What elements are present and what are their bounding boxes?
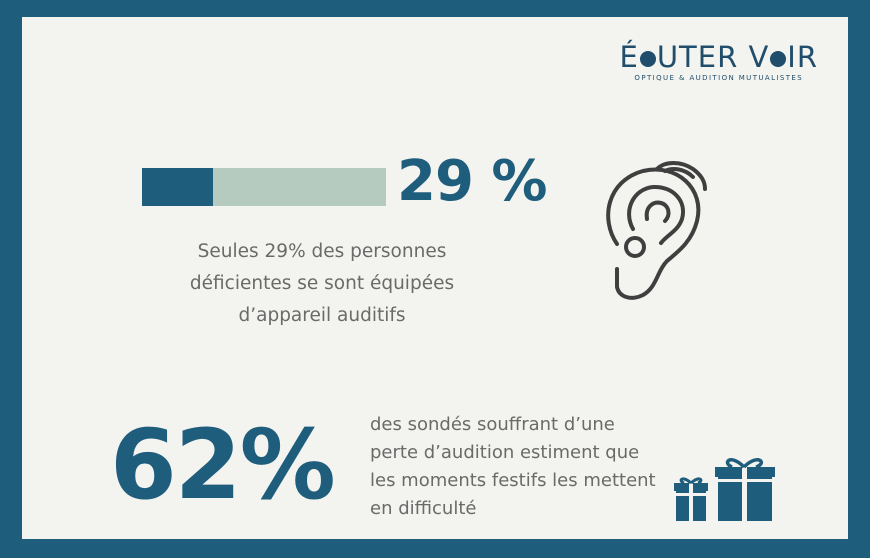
logo-dot-icon <box>639 51 656 67</box>
progress-bar-fill <box>142 168 213 206</box>
stat-62-description: des sondés souffrant d’une perte d’audit… <box>370 414 656 519</box>
hearing-aid-icon <box>606 161 707 300</box>
gifts-icon <box>674 458 775 521</box>
progress-bar <box>142 168 386 206</box>
brand-name: É UTER V IR <box>619 41 818 73</box>
stat-29-value: 29 % <box>397 149 548 214</box>
stat-62-value: 62% <box>110 409 336 521</box>
brand-logo: É UTER V IR OPTIQUE & AUDITION MUTUALISTES <box>619 41 818 82</box>
infographic-card: É UTER V IR OPTIQUE & AUDITION MUTUALISTES… <box>22 17 848 539</box>
brand-name-part: IR <box>787 40 818 74</box>
brand-name-part: É <box>619 40 639 74</box>
brand-tagline: OPTIQUE & AUDITION MUTUALISTES <box>634 74 804 82</box>
logo-dot-icon <box>770 51 787 67</box>
brand-name-part: UTER V <box>656 40 770 74</box>
stat-29-description: Seules 29% des personnes déficientes se … <box>189 241 455 326</box>
